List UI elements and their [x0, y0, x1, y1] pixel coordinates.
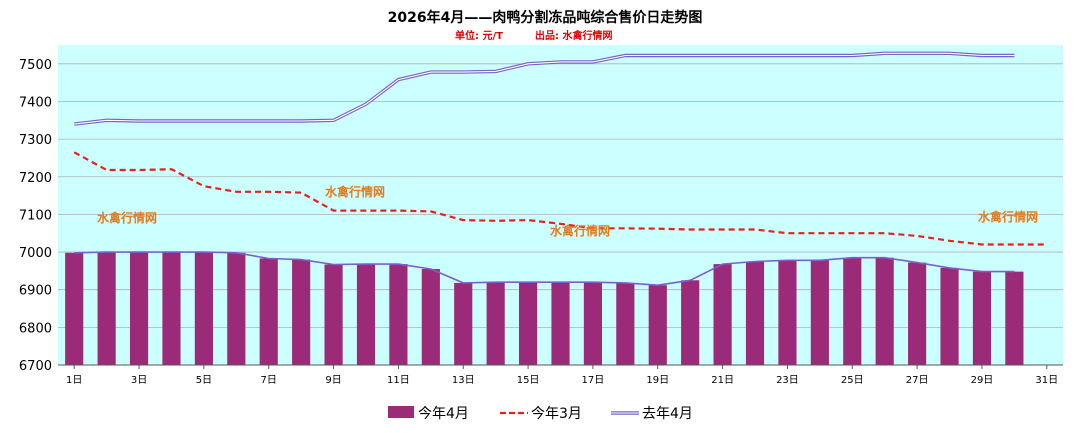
bar-series — [65, 252, 1024, 365]
legend: 今年4月 今年3月 去年4月 — [388, 406, 693, 422]
bar — [486, 282, 505, 365]
bar — [454, 282, 473, 365]
bar — [1005, 271, 1024, 365]
y-tick-label: 6800 — [19, 321, 52, 336]
bar — [778, 260, 797, 365]
legend-label: 今年3月 — [531, 406, 582, 422]
x-axis: 1日 3日 5日 7日 9日 11日 13日 15日 17日 19日 21日 23日 25日 27日 29日… — [66, 365, 1058, 386]
bar — [745, 261, 765, 365]
series-line-april-overlay — [74, 251, 1015, 287]
bar — [324, 264, 343, 365]
y-tick-label: 7100 — [19, 208, 52, 223]
bar — [972, 271, 992, 365]
bar — [421, 269, 440, 365]
bar — [616, 282, 635, 365]
bar — [97, 252, 116, 365]
x-tick-label: 19日 — [646, 375, 669, 386]
x-tick-label: 3日 — [131, 375, 147, 386]
x-tick-label: 7日 — [261, 375, 277, 386]
bar — [519, 282, 538, 365]
watermark-text: 水禽行情网 — [978, 209, 1038, 224]
x-tick-label: 25日 — [841, 375, 864, 386]
y-tick-label: 7200 — [19, 171, 52, 186]
x-tick-label: 5日 — [196, 375, 212, 386]
bar — [551, 282, 570, 365]
y-tick-label: 7300 — [19, 133, 52, 148]
chart-title: 2026年4月——肉鸭分割冻品吨综合售价日走势图 — [388, 9, 703, 26]
bar — [908, 262, 927, 365]
bar — [843, 257, 862, 365]
bar — [681, 280, 700, 365]
x-tick-label: 1日 — [66, 375, 82, 386]
bar — [259, 258, 278, 365]
x-tick-label: 27日 — [906, 375, 929, 386]
y-tick-label: 6700 — [19, 359, 52, 374]
bar — [227, 252, 246, 365]
bar — [162, 252, 181, 365]
x-tick-label: 29日 — [971, 375, 994, 386]
line-series — [73, 51, 1047, 287]
x-tick-label: 15日 — [517, 375, 540, 386]
y-axis: 6700 6800 6900 7000 7100 7200 7300 7400 7500 — [19, 58, 52, 374]
bar — [194, 252, 213, 365]
series-line-last-april-inner — [74, 52, 1015, 125]
watermark-text: 水禽行情网 — [97, 210, 157, 225]
bar — [810, 260, 829, 365]
bar — [583, 282, 602, 365]
bar — [356, 264, 376, 365]
bar — [940, 267, 959, 365]
x-tick-label: 9日 — [325, 375, 341, 386]
legend-label: 今年4月 — [418, 406, 469, 422]
bar — [292, 259, 311, 365]
x-tick-label: 21日 — [711, 375, 734, 386]
watermark-text: 水禽行情网 — [325, 184, 385, 199]
series-line-march — [73, 151, 1047, 246]
legend-swatch-bar — [388, 406, 414, 418]
bar — [648, 285, 667, 365]
bar — [65, 252, 84, 365]
bar — [875, 257, 894, 365]
watermark-text: 水禽行情网 — [550, 223, 610, 238]
source-label: 出品: 水禽行情网 — [535, 29, 612, 42]
y-tick-label: 7000 — [19, 246, 52, 261]
legend-label: 去年4月 — [642, 406, 693, 422]
unit-label: 单位: 元/T — [455, 29, 503, 42]
bar — [713, 264, 732, 365]
x-tick-label: 13日 — [452, 375, 475, 386]
x-tick-label: 17日 — [582, 375, 605, 386]
y-tick-label: 7400 — [19, 95, 52, 110]
x-tick-label: 31日 — [1035, 375, 1058, 386]
x-tick-label: 23日 — [776, 375, 799, 386]
bar — [389, 264, 408, 365]
bar — [129, 252, 149, 365]
y-tick-label: 6900 — [19, 284, 52, 299]
y-tick-label: 7500 — [19, 58, 52, 73]
x-tick-label: 11日 — [387, 375, 410, 386]
